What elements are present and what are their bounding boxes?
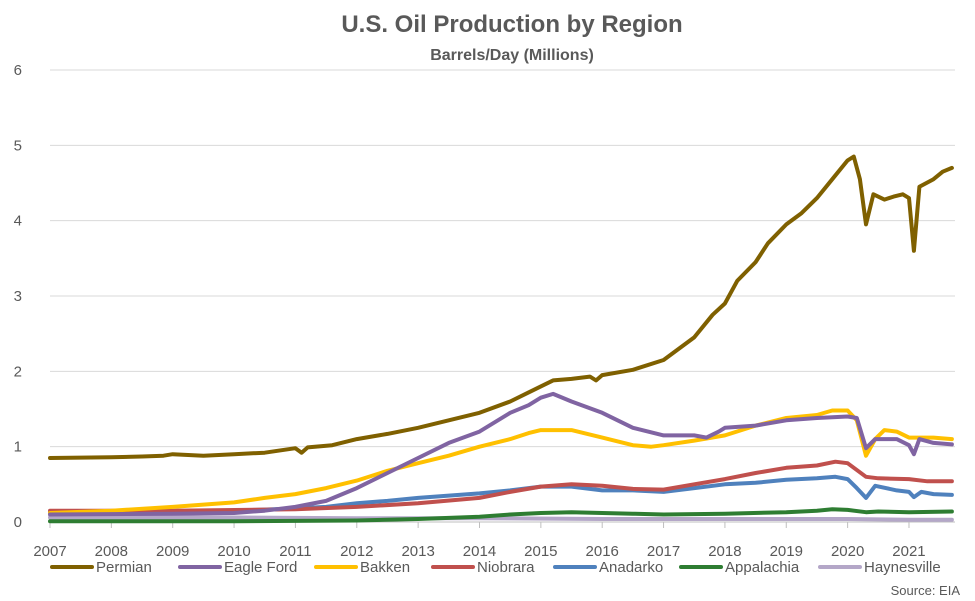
y-tick-label: 3: [14, 288, 22, 305]
legend-label: Anadarko: [599, 559, 663, 576]
x-tick-label: 2013: [401, 543, 434, 560]
series-line-niobrara: [48, 459, 954, 513]
y-tick-label: 2: [14, 363, 22, 380]
x-tick-label: 2018: [708, 543, 741, 560]
series-line-bakken: [48, 408, 954, 515]
x-tick-label: 2011: [279, 543, 311, 560]
source-note: Source: EIA: [891, 583, 961, 598]
legend-label: Eagle Ford: [224, 559, 297, 576]
x-tick-label: 2015: [524, 543, 557, 560]
x-tick-label: 2020: [831, 543, 864, 560]
x-tick-label: 2012: [340, 543, 373, 560]
x-axis-ticks: 2007 2008 2009 2010 2011 2012 2013 2014 2015 2016…: [33, 522, 926, 560]
y-tick-label: 0: [14, 514, 22, 531]
legend-label: Bakken: [360, 559, 410, 576]
y-tick-label: 1: [14, 439, 22, 456]
series-line-appalachia: [48, 507, 954, 524]
legend-label: Permian: [96, 559, 152, 576]
x-tick-label: 2021: [892, 543, 925, 560]
x-tick-label: 2009: [156, 543, 189, 560]
x-tick-label: 2016: [586, 543, 619, 560]
y-tick-label: 6: [14, 62, 22, 79]
y-tick-label: 4: [14, 213, 22, 230]
x-tick-label: 2008: [95, 543, 128, 560]
y-axis-ticks: 0 1 2 3 4 5 6: [14, 62, 22, 531]
x-tick-label: 2017: [647, 543, 680, 560]
x-tick-label: 2007: [33, 543, 66, 560]
x-tick-label: 2014: [463, 543, 496, 560]
series-line-permian: [48, 154, 954, 460]
legend: Permian Eagle Ford Bakken Niobrara Anadarko A…: [50, 559, 941, 576]
legend-label: Appalachia: [725, 559, 800, 576]
series-line-haynesville: [48, 515, 954, 522]
x-tick-label: 2010: [217, 543, 250, 560]
chart-subtitle: Barrels/Day (Millions): [430, 47, 594, 64]
legend-label: Niobrara: [477, 559, 535, 576]
chart-title: U.S. Oil Production by Region: [341, 11, 682, 38]
series-line-eagle-ford: [48, 391, 954, 517]
x-tick-label: 2019: [770, 543, 803, 560]
legend-label: Haynesville: [864, 559, 941, 576]
y-tick-label: 5: [14, 137, 22, 154]
series-lines: [48, 154, 954, 524]
gridlines: [50, 69, 955, 523]
